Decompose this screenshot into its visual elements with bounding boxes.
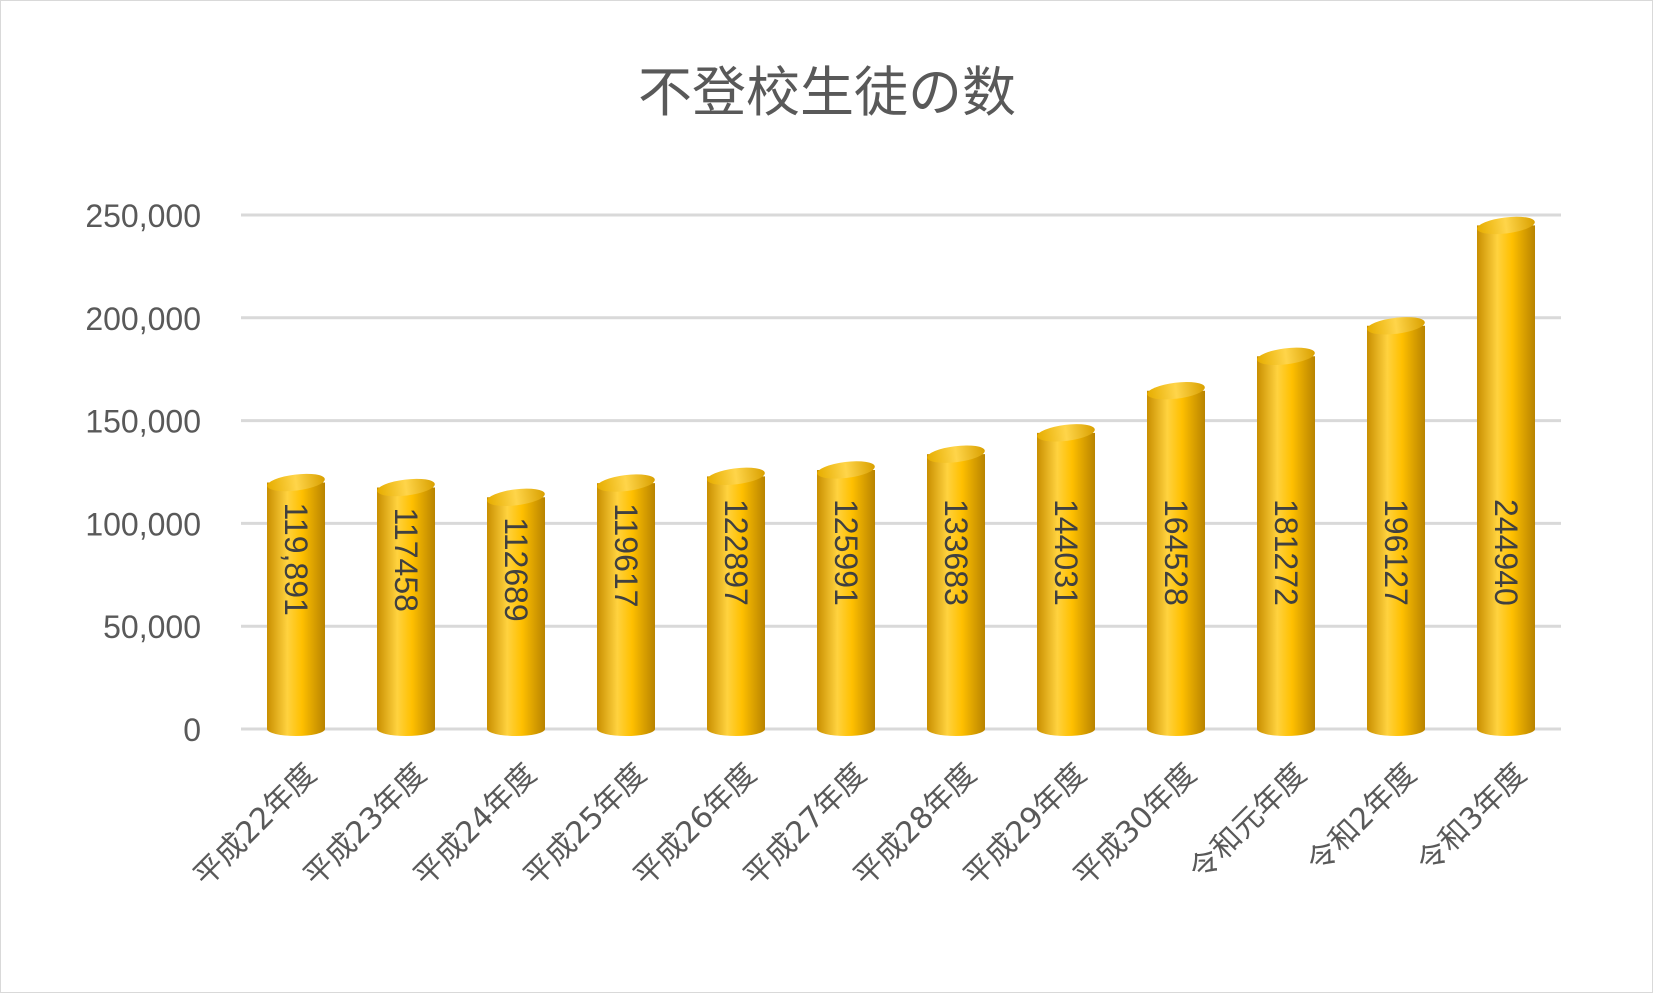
y-tick-label: 200,000 bbox=[85, 301, 201, 337]
data-label: 122897 bbox=[718, 499, 754, 606]
data-label: 181272 bbox=[1268, 499, 1304, 606]
y-axis-ticks: 0 50,000 100,000 150,000 200,000 250,000 bbox=[85, 198, 201, 748]
y-tick-label: 150,000 bbox=[85, 404, 201, 440]
bar bbox=[707, 467, 765, 736]
bar bbox=[377, 478, 435, 736]
bar-top bbox=[487, 488, 545, 507]
bar-top bbox=[1147, 382, 1205, 400]
bar-body bbox=[377, 487, 435, 736]
bar-top bbox=[597, 474, 655, 492]
bar-body bbox=[1037, 432, 1095, 736]
y-tick-label: 250,000 bbox=[85, 198, 201, 234]
bar-top bbox=[1257, 347, 1315, 365]
data-label: 119,891 bbox=[278, 503, 314, 616]
bar bbox=[1477, 216, 1535, 736]
bar-body bbox=[817, 469, 875, 736]
bar bbox=[267, 473, 325, 736]
x-category-label: 令和2年度 bbox=[1301, 757, 1424, 880]
bar-top bbox=[927, 445, 985, 463]
bar bbox=[1257, 347, 1315, 736]
data-labels: 119,891 117458 112689 119617 122897 125991 133… bbox=[278, 499, 1524, 622]
bar bbox=[597, 474, 655, 736]
data-label: 125991 bbox=[828, 499, 864, 606]
y-tick-label: 50,000 bbox=[103, 609, 201, 645]
bar-body bbox=[927, 454, 985, 736]
bar-top bbox=[1037, 424, 1095, 442]
bar-top bbox=[817, 461, 875, 479]
bar bbox=[817, 461, 875, 736]
bar-body bbox=[1257, 356, 1315, 736]
bar bbox=[927, 445, 985, 736]
bar-top bbox=[377, 478, 435, 497]
y-tick-label: 100,000 bbox=[85, 506, 201, 542]
y-tick-label: 0 bbox=[183, 712, 201, 748]
bar-top bbox=[707, 467, 765, 486]
data-label: 196127 bbox=[1378, 499, 1414, 606]
x-axis-categories: 平成22年度平成23年度平成24年度平成25年度平成26年度平成27年度平成28… bbox=[187, 757, 1534, 894]
data-label: 164528 bbox=[1158, 499, 1194, 606]
bar-body bbox=[1367, 325, 1425, 736]
data-label: 244940 bbox=[1488, 499, 1524, 606]
bars bbox=[267, 216, 1535, 736]
bar-body bbox=[267, 482, 325, 736]
x-category-label: 令和元年度 bbox=[1183, 757, 1314, 888]
gridlines bbox=[241, 213, 1561, 731]
data-label: 119617 bbox=[608, 503, 644, 607]
bar bbox=[487, 488, 545, 736]
data-label: 112689 bbox=[498, 517, 534, 621]
bar-top bbox=[267, 473, 325, 492]
data-label: 133683 bbox=[938, 499, 974, 606]
bar-body bbox=[597, 483, 655, 736]
bar bbox=[1037, 424, 1095, 736]
bar-body bbox=[1477, 225, 1535, 736]
bar-body bbox=[707, 476, 765, 736]
x-category-label: 令和3年度 bbox=[1411, 757, 1534, 880]
bar-body bbox=[1147, 390, 1205, 736]
bar bbox=[1147, 382, 1205, 736]
data-label: 117458 bbox=[388, 508, 424, 612]
bar-top bbox=[1477, 216, 1535, 235]
data-label: 144031 bbox=[1048, 499, 1084, 606]
bar-top bbox=[1367, 317, 1425, 335]
bar bbox=[1367, 317, 1425, 736]
bar-body bbox=[487, 497, 545, 736]
chart-title: 不登校生徒の数 bbox=[638, 61, 1016, 124]
